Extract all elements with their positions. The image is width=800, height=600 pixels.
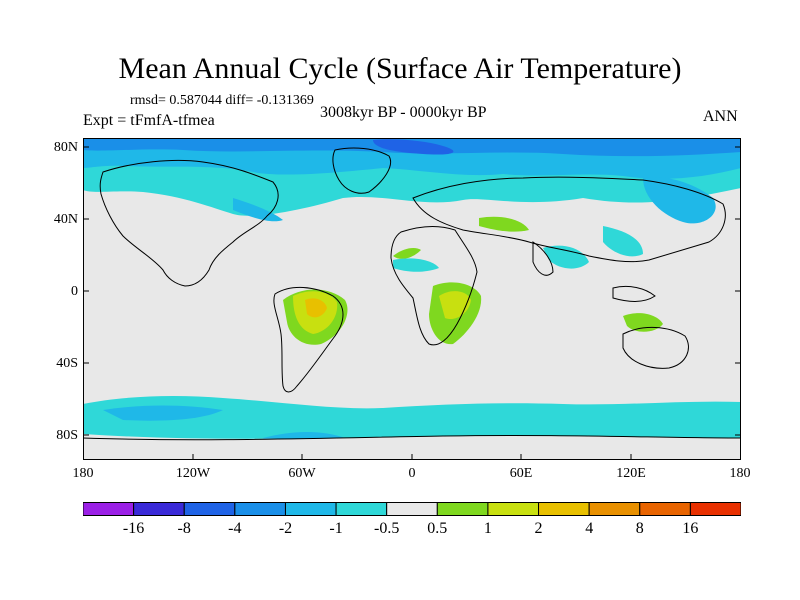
colorbar-box (234, 502, 286, 516)
coastlines (83, 147, 741, 441)
colorbar-label: 2 (534, 520, 543, 537)
colorbar-box (183, 502, 236, 516)
colorbar-label: 16 (682, 520, 699, 537)
x-tick-label: 0 (408, 466, 416, 481)
colorbar-box (639, 502, 691, 516)
colorbar-label: 4 (585, 520, 594, 537)
colorbar-label: -0.5 (374, 520, 400, 537)
colorbar-box (133, 502, 185, 516)
season-label: ANN (703, 108, 738, 125)
y-tick-label: 80S (56, 428, 78, 443)
y-tick-label: 80N (53, 140, 78, 155)
colorbar-box (487, 502, 540, 516)
arctic-anomaly-field (83, 138, 741, 259)
colorbar-box (386, 502, 438, 516)
indonesia-coast (612, 285, 656, 302)
colorbar-box (689, 502, 741, 516)
y-tick-label: 40S (56, 356, 78, 371)
greenland-coast (332, 147, 391, 194)
colorbar-box (436, 502, 489, 516)
india-coast (532, 241, 554, 276)
tropical-anomaly-field (283, 216, 663, 345)
colorbar-label: -2 (278, 520, 293, 537)
plot-title: Mean Annual Cycle (Surface Air Temperatu… (118, 52, 682, 85)
x-tick-label: 180 (729, 466, 751, 481)
y-tick-label: 40N (53, 212, 78, 227)
stats-text: rmsd= 0.587044 diff= -0.131369 (130, 93, 314, 108)
colorbar-box (588, 502, 641, 516)
colorbar-label: -8 (177, 520, 191, 537)
colorbar-label: 0.5 (427, 520, 448, 537)
map-ticks (83, 146, 741, 460)
eurasia-coast (412, 176, 726, 263)
colorbar-box (538, 502, 590, 516)
colorbar-box (83, 502, 135, 516)
x-tick-label: 120W (175, 466, 211, 481)
x-tick-label: 120E (616, 466, 646, 481)
period-label: 3008kyr BP - 0000kyr BP (320, 104, 487, 121)
y-tick-label: 0 (71, 284, 78, 299)
colorbar-label: -4 (228, 520, 242, 537)
south-america-coast (273, 287, 344, 393)
colorbar-label: 1 (483, 520, 492, 537)
australia-coast (622, 326, 689, 369)
colorbar-label: 8 (635, 520, 644, 537)
antarctic-anomaly-field (83, 396, 741, 460)
colorbar-label: -1 (329, 520, 343, 537)
colorbar-label: -16 (122, 520, 145, 537)
map-panel (83, 138, 741, 460)
x-tick-label: 60W (288, 466, 316, 481)
colorbar-box (335, 502, 388, 516)
antarctica-coast (83, 434, 741, 441)
africa-coast (390, 225, 478, 346)
north-america-coast (99, 159, 279, 287)
x-tick-label: 180 (72, 466, 94, 481)
colorbar-box (284, 502, 337, 516)
colorbar-boxes (83, 502, 741, 516)
x-tick-label: 60E (509, 466, 533, 481)
experiment-label: Expt = tFmfA-tfmea (83, 112, 215, 129)
colorbar (83, 502, 741, 516)
